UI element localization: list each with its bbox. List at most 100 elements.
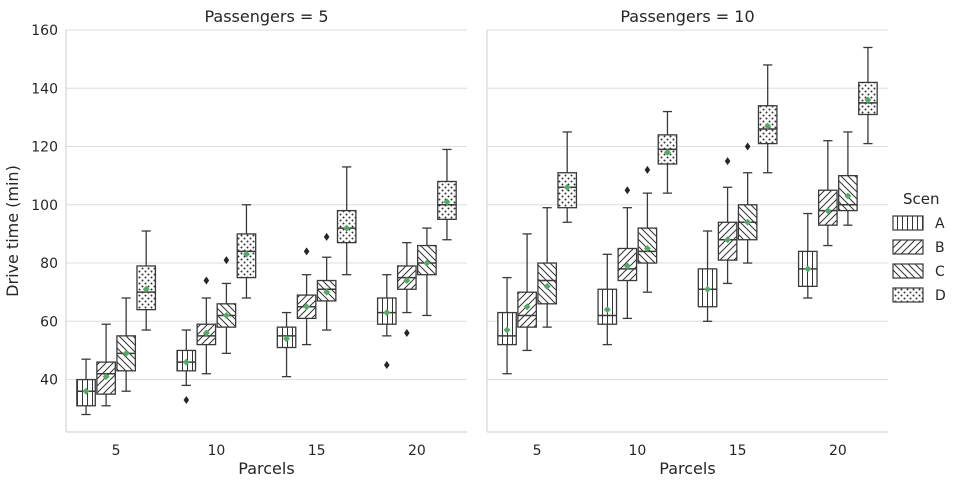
box-C (316, 232, 337, 331)
legend-swatch (892, 239, 924, 255)
legend-label: C (935, 264, 945, 280)
mean-marker (383, 309, 391, 317)
mean-marker (182, 358, 190, 366)
mean-marker (643, 244, 651, 252)
box-B (617, 186, 638, 320)
outlier-point (183, 395, 190, 404)
outlier-point (744, 142, 751, 151)
mean-marker (523, 303, 531, 311)
x-tick-label: 10 (207, 443, 225, 459)
y-tick-label: 60 (40, 314, 58, 330)
mean-marker (403, 277, 411, 285)
grid-layer (66, 29, 888, 381)
outlier-point (404, 328, 410, 337)
y-tick-label: 80 (40, 256, 58, 272)
box-D (557, 131, 578, 223)
mean-marker (764, 122, 772, 130)
box-B (817, 140, 838, 247)
mean-marker (543, 282, 551, 290)
outlier-point (323, 232, 330, 241)
mean-marker (623, 262, 631, 270)
box-A (797, 212, 818, 299)
outlier-point (624, 186, 631, 195)
mean-marker (503, 326, 511, 334)
x-tick-label: 15 (308, 443, 326, 459)
mean-marker (724, 236, 732, 244)
mean-marker (142, 285, 150, 293)
box-B (717, 157, 738, 285)
box-C (737, 142, 758, 264)
box-C (838, 131, 858, 226)
legend-label: A (935, 216, 945, 232)
mean-marker (323, 288, 331, 296)
mean-marker (443, 198, 451, 206)
mean-marker (864, 96, 872, 104)
axes-layer: Passengers = 5 40 60 80 100 120 140 160 5 10 15 20 P… (3, 7, 888, 478)
x-tick-label: 5 (533, 443, 542, 459)
mean-marker (202, 329, 210, 337)
mean-marker (824, 207, 832, 215)
box-D (858, 46, 878, 145)
legend-entry-D: D (892, 287, 946, 304)
box-A (597, 253, 618, 346)
box-D (757, 64, 778, 174)
box-A (276, 311, 297, 378)
box-C (417, 227, 437, 317)
box-A (376, 274, 397, 369)
box-B (96, 323, 116, 407)
y-tick-label: 100 (31, 198, 58, 214)
legend-label: B (935, 240, 945, 256)
box-D (236, 204, 257, 299)
x-tick-label: 5 (112, 443, 121, 459)
mean-marker (82, 387, 90, 395)
legend-swatch (892, 263, 924, 279)
y-tick-label: 140 (31, 81, 58, 97)
box-B (196, 276, 217, 375)
x-tick-label: 20 (829, 443, 847, 459)
box-A (176, 329, 197, 404)
box-D (657, 110, 678, 194)
x-tick-label: 10 (628, 443, 646, 459)
outlier-point (644, 165, 651, 174)
y-tick-label: 40 (40, 373, 58, 389)
mean-marker (343, 224, 351, 232)
x-axis-title: Parcels (238, 459, 294, 478)
x-tick-label: 15 (729, 443, 747, 459)
outlier-point (303, 247, 310, 256)
box-A (697, 230, 718, 322)
x-tick-label: 20 (408, 443, 426, 459)
mean-marker (603, 306, 611, 314)
mean-marker (844, 192, 852, 200)
outlier-point (724, 157, 731, 166)
mean-marker (563, 183, 571, 191)
box-C (216, 256, 237, 354)
panel-title: Passengers = 10 (620, 7, 754, 26)
mean-marker (303, 303, 311, 311)
mean-marker (222, 311, 230, 319)
mean-marker (242, 250, 250, 258)
legend-entry-C: C (892, 263, 945, 280)
box-C (537, 207, 558, 328)
mean-marker (744, 218, 752, 226)
box-B (296, 247, 317, 346)
outlier-point (203, 276, 210, 285)
outlier-point (223, 256, 230, 265)
panel-title: Passengers = 5 (204, 7, 328, 26)
y-tick-label: 160 (31, 23, 58, 39)
legend-swatch (892, 287, 924, 303)
mean-marker (283, 335, 291, 343)
box-C (116, 297, 137, 392)
mean-marker (122, 349, 130, 357)
legend-swatch (892, 215, 924, 231)
mean-marker (102, 373, 110, 381)
x-axis-title: Parcels (659, 459, 715, 478)
box-A (76, 358, 96, 416)
legend-title: Scen (903, 190, 940, 208)
mean-marker (423, 259, 431, 267)
outlier-point (384, 361, 390, 369)
mean-marker (663, 148, 671, 156)
box-D (136, 230, 157, 331)
box-B (396, 242, 417, 337)
